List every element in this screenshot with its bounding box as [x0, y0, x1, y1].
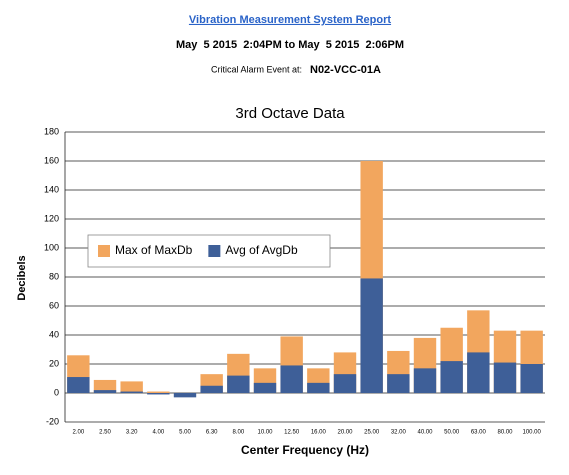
- bar: [493, 362, 517, 393]
- y-axis-label: Decibels: [16, 255, 28, 300]
- legend-swatch: [208, 245, 221, 257]
- alarm-id: N02-VCC-01A: [310, 64, 381, 76]
- y-tick-label: 20: [49, 358, 59, 368]
- y-tick-label: 180: [44, 126, 59, 136]
- legend-label: Max of MaxDb: [115, 243, 193, 257]
- x-tick-label: 6.30: [206, 430, 218, 436]
- report-title[interactable]: Vibration Measurement System Report: [189, 14, 391, 26]
- x-tick-label: 4.00: [152, 430, 164, 436]
- bar: [147, 391, 170, 393]
- bar: [227, 375, 250, 393]
- bar: [147, 393, 170, 395]
- bar: [93, 390, 117, 393]
- bar: [520, 364, 543, 393]
- bar: [120, 381, 143, 393]
- x-tick-label: 80.00: [497, 430, 513, 436]
- y-tick-label: 80: [49, 271, 59, 281]
- x-tick-label: 40.00: [417, 430, 433, 436]
- x-tick-label: 32.00: [391, 430, 407, 436]
- x-tick-label: 10.00: [257, 430, 273, 436]
- x-tick-label: 8.00: [232, 430, 244, 436]
- bar: [200, 385, 223, 393]
- report-period: May 5 2015 2:04PM to May 5 2015 2:06PM: [176, 39, 404, 51]
- legend-box: [87, 234, 331, 268]
- bar: [307, 382, 330, 393]
- x-tick-label: 3.20: [126, 430, 138, 436]
- y-tick-label: -20: [46, 416, 59, 426]
- legend-swatch: [98, 245, 110, 257]
- bar: [467, 352, 490, 393]
- bar: [253, 382, 277, 393]
- bar: [333, 374, 357, 393]
- y-tick-label: 160: [44, 155, 59, 165]
- chart-title: 3rd Octave Data: [235, 105, 345, 122]
- x-tick-label: 12.50: [284, 430, 300, 436]
- y-tick-label: 120: [44, 213, 59, 223]
- x-axis-label: Center Frequency (Hz): [241, 443, 369, 457]
- bar: [280, 365, 303, 393]
- legend-label: Avg of AvgDb: [225, 243, 298, 257]
- bar: [120, 391, 143, 393]
- x-tick-label: 5.00: [179, 430, 191, 436]
- x-tick-label: 20.00: [337, 430, 353, 436]
- x-tick-label: 2.00: [72, 430, 84, 436]
- x-tick-label: 50.00: [444, 430, 460, 436]
- bar: [387, 374, 410, 393]
- bar: [93, 379, 117, 393]
- x-tick-label: 16.00: [311, 430, 327, 436]
- bar: [440, 361, 463, 393]
- x-tick-label: 2.50: [99, 430, 111, 436]
- y-tick-label: 40: [49, 329, 59, 339]
- y-tick-label: 60: [49, 300, 59, 310]
- alarm-label: Critical Alarm Event at:: [211, 64, 302, 74]
- bar: [413, 368, 437, 393]
- y-tick-label: 140: [44, 184, 59, 194]
- y-tick-label: 100: [44, 242, 59, 252]
- bar: [173, 393, 197, 398]
- x-tick-label: 25.00: [364, 430, 380, 436]
- y-tick-label: 0: [54, 387, 59, 397]
- bar: [67, 377, 90, 393]
- x-tick-label: 63.00: [471, 430, 487, 436]
- x-tick-label: 100.00: [522, 430, 541, 436]
- bar: [360, 278, 383, 393]
